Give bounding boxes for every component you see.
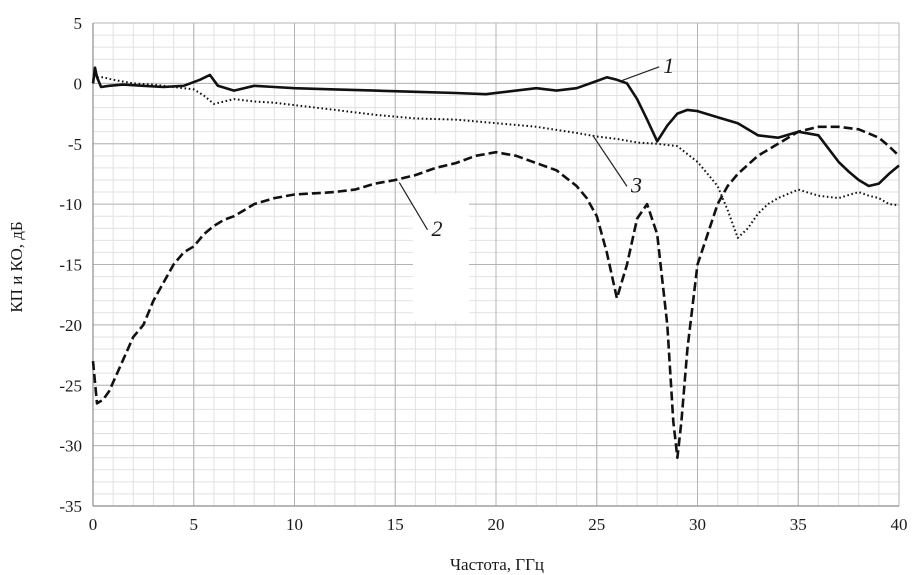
y-tick-label: -30 [59,437,82,456]
annotation-mask [413,194,469,322]
y-tick-label: 5 [74,14,83,33]
x-tick-label: 0 [89,515,98,534]
annotation-leader-line [620,66,660,82]
curve-label-2: 2 [432,216,443,241]
series-3-line [93,76,900,239]
axes [92,23,899,507]
y-tick-label: -25 [59,376,82,395]
y-tick-label: -15 [59,256,82,275]
y-tick-labels: 5 0 -5 -10 -15 -20 -25 -30 -35 [59,14,82,516]
x-tick-label: 35 [790,515,807,534]
x-tick-label: 30 [689,515,706,534]
x-axis-title: Частота, ГГц [450,555,544,574]
y-tick-label: -20 [59,316,82,335]
y-tick-label: -5 [68,135,82,154]
x-tick-label: 10 [286,515,303,534]
series-2-line [91,125,900,459]
x-tick-label: 25 [588,515,605,534]
y-tick-label: -35 [59,497,82,516]
annotation-leader-line [592,134,628,187]
x-tick-label: 15 [387,515,404,534]
x-tick-label: 5 [190,515,199,534]
x-tick-labels: 0 5 10 15 20 25 30 35 40 [89,515,908,534]
x-tick-label: 20 [488,515,505,534]
curve-label-1: 1 [663,53,674,78]
y-tick-label: 0 [74,74,83,93]
y-tick-label: -10 [59,195,82,214]
major-grid [92,22,900,507]
curve-label-3: 3 [630,172,642,197]
annotations: 1 2 3 [398,53,674,241]
x-tick-label: 40 [891,515,908,534]
series-lines [91,66,900,459]
annotation-leader-line [398,182,429,231]
y-axis-title: КП и КО, дБ [7,221,26,312]
